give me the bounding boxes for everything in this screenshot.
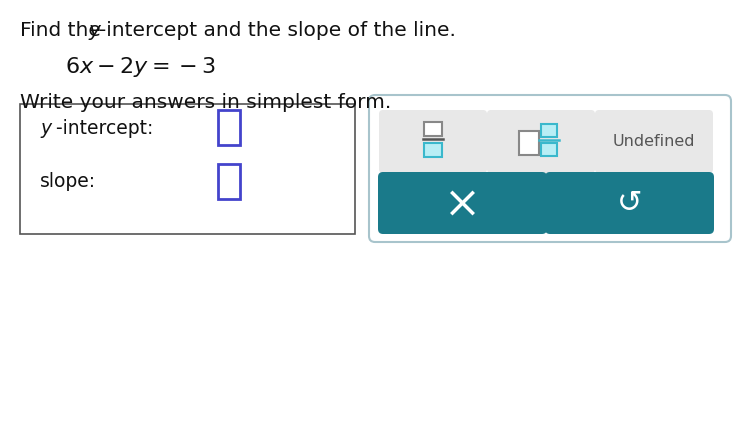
FancyBboxPatch shape bbox=[595, 110, 713, 173]
FancyBboxPatch shape bbox=[20, 104, 355, 234]
Text: -intercept and the slope of the line.: -intercept and the slope of the line. bbox=[99, 21, 456, 40]
FancyBboxPatch shape bbox=[545, 172, 714, 234]
FancyBboxPatch shape bbox=[218, 110, 240, 145]
FancyBboxPatch shape bbox=[541, 143, 557, 156]
FancyBboxPatch shape bbox=[218, 164, 240, 199]
FancyBboxPatch shape bbox=[541, 124, 557, 137]
FancyBboxPatch shape bbox=[378, 172, 547, 234]
FancyBboxPatch shape bbox=[519, 131, 539, 155]
FancyBboxPatch shape bbox=[487, 110, 595, 173]
Text: ↺: ↺ bbox=[617, 188, 643, 218]
Text: slope:: slope: bbox=[40, 172, 96, 191]
FancyBboxPatch shape bbox=[369, 95, 731, 242]
Text: Undefined: Undefined bbox=[613, 134, 695, 149]
Text: -intercept:: -intercept: bbox=[50, 119, 154, 138]
FancyBboxPatch shape bbox=[424, 122, 442, 136]
Text: Write your answers in simplest form.: Write your answers in simplest form. bbox=[20, 93, 391, 112]
FancyBboxPatch shape bbox=[379, 110, 487, 173]
FancyBboxPatch shape bbox=[424, 143, 442, 157]
Text: $6x-2y=-3$: $6x-2y=-3$ bbox=[65, 55, 216, 79]
Text: y: y bbox=[89, 21, 101, 40]
Text: Find the: Find the bbox=[20, 21, 108, 40]
Text: y: y bbox=[40, 119, 51, 138]
